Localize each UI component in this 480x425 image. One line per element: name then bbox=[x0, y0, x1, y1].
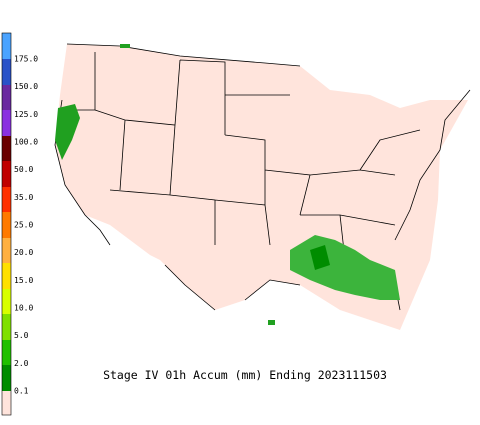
legend-label: 100.0 bbox=[14, 138, 38, 147]
color-swatch bbox=[2, 263, 11, 289]
colorbar bbox=[1, 32, 12, 416]
color-swatch bbox=[2, 340, 11, 365]
legend-label: 150.0 bbox=[14, 82, 38, 91]
precip-area bbox=[55, 104, 80, 160]
legend-label: 25.0 bbox=[14, 221, 33, 230]
color-swatch bbox=[2, 85, 11, 110]
color-swatch bbox=[2, 289, 11, 314]
legend-label: 0.1 bbox=[14, 387, 29, 396]
color-swatch bbox=[2, 314, 11, 340]
color-swatch bbox=[2, 212, 11, 238]
colorbar-labels: 175.0 150.0 125.0 100.0 50.0 35.0 25.0 20.0 15.0… bbox=[14, 55, 38, 396]
legend-label: 35.0 bbox=[14, 193, 33, 202]
color-swatch bbox=[2, 161, 11, 187]
legend-label: 5.0 bbox=[14, 331, 29, 340]
color-swatch bbox=[2, 365, 11, 391]
precip-area bbox=[268, 320, 275, 325]
legend-label: 50.0 bbox=[14, 165, 33, 174]
state-borders bbox=[60, 52, 421, 261]
legend-label: 20.0 bbox=[14, 248, 33, 257]
map-title: Stage IV 01h Accum (mm) Ending 202311150… bbox=[103, 368, 387, 382]
legend-label: 10.0 bbox=[14, 304, 33, 313]
conus bbox=[54, 43, 471, 330]
color-swatch bbox=[2, 187, 11, 212]
legend-label: 15.0 bbox=[14, 276, 33, 285]
coastline bbox=[54, 43, 471, 311]
color-swatch bbox=[2, 33, 11, 59]
color-swatch bbox=[2, 238, 11, 263]
legend-label: 125.0 bbox=[14, 110, 38, 119]
colorbar-frame bbox=[1, 32, 12, 416]
color-swatch bbox=[2, 59, 11, 85]
precip-area bbox=[310, 245, 330, 270]
legend-label: 175.0 bbox=[14, 55, 38, 64]
precip-area bbox=[120, 44, 130, 48]
color-swatch bbox=[2, 110, 11, 136]
legend-label: 2.0 bbox=[14, 359, 29, 368]
color-swatch bbox=[2, 136, 11, 161]
color-swatch bbox=[2, 391, 11, 415]
